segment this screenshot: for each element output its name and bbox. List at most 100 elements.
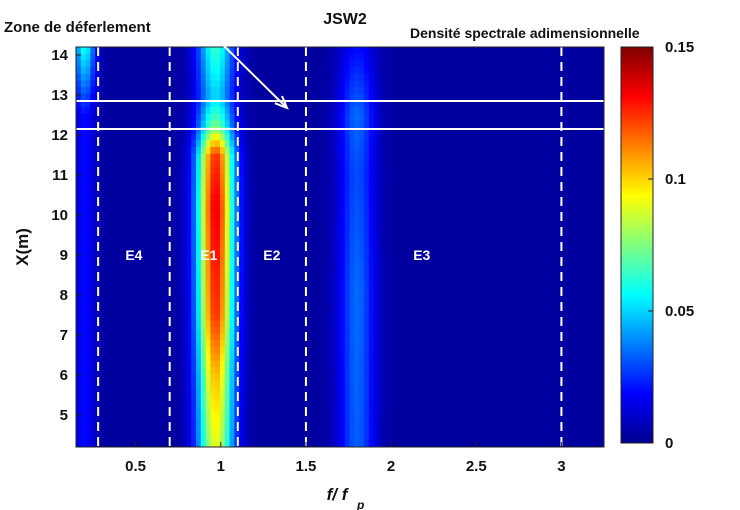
heatmap-cell [196,220,202,228]
heatmap-cell [368,287,375,295]
heatmap-cell [253,100,259,108]
heatmap-cell [488,227,495,235]
heatmap-cell [575,247,581,255]
heatmap-cell [436,280,442,288]
heatmap-cell [90,107,96,115]
heatmap-cell [368,120,375,128]
heatmap-cell [152,167,159,175]
heatmap-cell [210,253,216,261]
heatmap-cell [551,207,557,215]
heatmap-cell [301,293,307,301]
heatmap-cell [90,227,96,235]
heatmap-cell [570,160,576,168]
heatmap-cell [359,280,365,288]
heatmap-cell [85,287,91,295]
heatmap-cell [532,207,538,215]
heatmap-cell [258,167,264,175]
heatmap-cell [325,333,331,341]
heatmap-cell [277,100,283,108]
heatmap-cell [570,293,576,301]
heatmap-cell [402,173,408,181]
heatmap-cell [114,167,120,175]
heatmap-cell [191,67,197,75]
heatmap-cell [474,160,480,168]
heatmap-cell [541,247,547,255]
heatmap-cell [186,167,192,175]
heatmap-cell [128,280,135,288]
heatmap-cell [258,300,264,308]
heatmap-cell [292,313,298,321]
heatmap-cell [541,153,547,161]
heatmap-cell [594,240,600,248]
heatmap-cell [200,107,207,115]
heatmap-cell [556,327,562,335]
heatmap-cell [119,327,125,335]
heatmap-cell [503,280,509,288]
heatmap-cell [124,247,130,255]
heatmap-cell [580,273,586,281]
heatmap-cell [325,327,331,335]
heatmap-cell [474,53,480,61]
heatmap-cell [248,260,255,268]
heatmap-cell [100,267,106,275]
heatmap-cell [565,93,571,101]
heatmap-cell [512,113,519,121]
heatmap-cell [503,113,509,121]
heatmap-cell [426,240,432,248]
heatmap-cell [378,293,384,301]
heatmap-cell [268,93,274,101]
heatmap-cell [344,267,351,275]
heatmap-cell [133,87,139,95]
heatmap-cell [186,313,192,321]
heatmap-cell [378,133,384,141]
heatmap-cell [599,207,604,215]
heatmap-cell [551,267,557,275]
heatmap-cell [349,293,355,301]
heatmap-cell [532,300,538,308]
heatmap-cell [109,53,115,61]
heatmap-cell [234,233,240,241]
heatmap-cell [335,173,341,181]
heatmap-cell [220,220,226,228]
heatmap-cell [90,280,96,288]
heatmap-cell [407,180,413,188]
heatmap-cell [224,100,231,108]
heatmap-cell [354,120,360,128]
heatmap-cell [325,307,331,315]
heatmap-cell [316,320,322,328]
heatmap-cell [200,53,207,61]
heatmap-cell [512,107,519,115]
heatmap-cell [464,193,471,201]
heatmap-cell [220,93,226,101]
heatmap-cell [532,327,538,335]
heatmap-cell [253,93,259,101]
heatmap-cell [330,320,336,328]
heatmap-cell [464,147,471,155]
heatmap-cell [512,60,519,68]
heatmap-cell [344,227,351,235]
heatmap-cell [340,220,346,228]
heatmap-cell [181,273,187,281]
heatmap-cell [512,80,519,88]
heatmap-cell [484,287,490,295]
heatmap-cell [109,227,115,235]
heatmap-cell [508,340,514,348]
heatmap-cell [412,87,418,95]
heatmap-cell [479,133,485,141]
heatmap-cell [128,327,135,335]
heatmap-cell [359,127,365,135]
heatmap-cell [508,113,514,121]
heatmap-cell [594,333,600,341]
heatmap-cell [215,160,221,168]
heatmap-cell [460,147,466,155]
heatmap-cell [272,207,279,215]
heatmap-cell [296,133,303,141]
heatmap-cell [364,207,370,215]
heatmap-cell [224,120,231,128]
heatmap-cell [488,200,495,208]
heatmap-cell [196,167,202,175]
heatmap-cell [220,127,226,135]
heatmap-cell [148,107,154,115]
heatmap-cell [248,93,255,101]
heatmap-cell [292,113,298,121]
